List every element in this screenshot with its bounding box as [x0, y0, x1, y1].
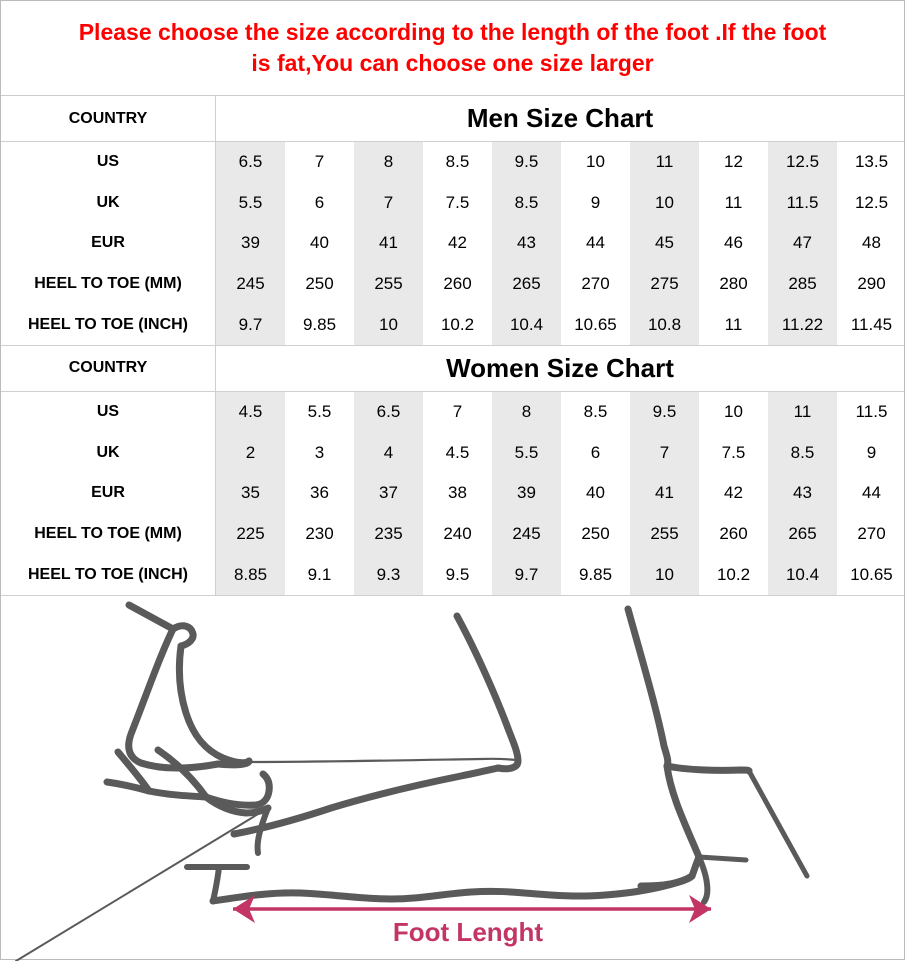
- svg-text:Foot Lenght: Foot Lenght: [393, 917, 544, 947]
